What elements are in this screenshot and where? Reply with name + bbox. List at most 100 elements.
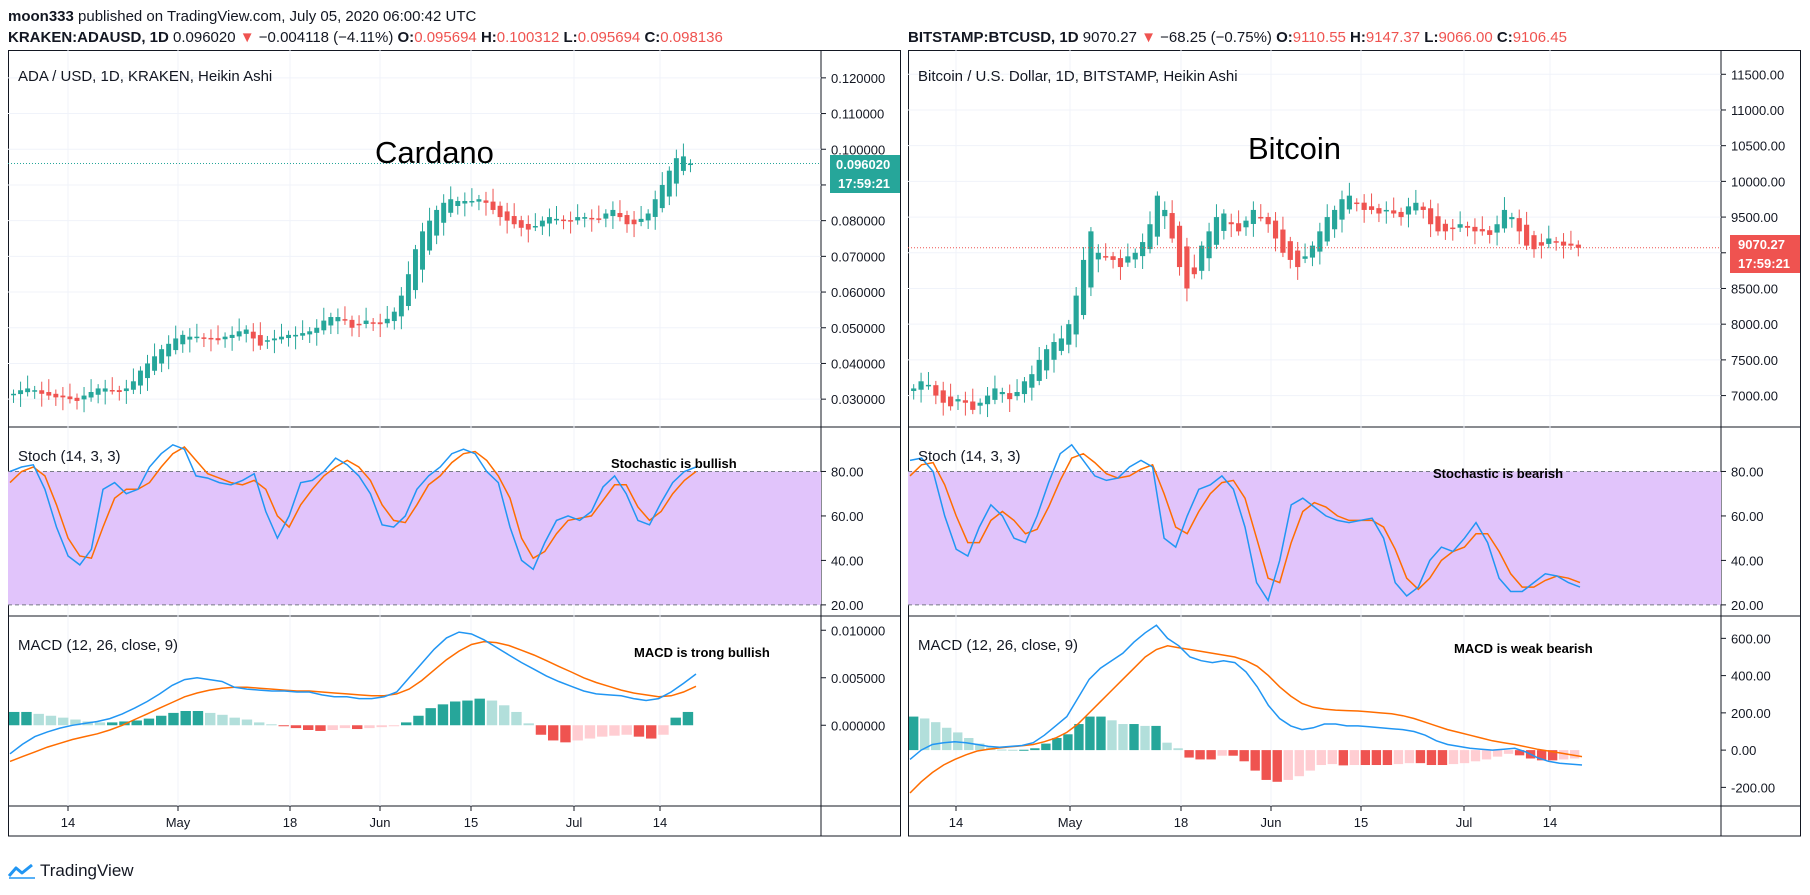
y-tick-label: 0.030000 bbox=[831, 392, 885, 407]
macd-hist-bar bbox=[1250, 750, 1260, 771]
y-tick-label: 60.00 bbox=[1731, 509, 1764, 524]
candle-body bbox=[32, 390, 38, 392]
macd-hist-bar bbox=[266, 724, 277, 726]
macd-hist-bar bbox=[33, 713, 44, 726]
candle-body bbox=[1553, 241, 1559, 243]
macd-hist-bar bbox=[1415, 750, 1426, 764]
down-arrow-icon: ▼ bbox=[1141, 29, 1156, 46]
candle-body bbox=[180, 334, 186, 345]
candle-body bbox=[992, 388, 998, 400]
candle-body bbox=[962, 400, 968, 403]
macd-label: MACD (12, 26, close, 9) bbox=[18, 637, 178, 654]
grid bbox=[908, 50, 1801, 837]
candle-body bbox=[1176, 225, 1183, 268]
macd-hist-bar bbox=[156, 715, 167, 726]
tradingview-logo[interactable]: TradingView bbox=[8, 861, 134, 881]
chart-ada[interactable]: 0.030000 0.040000 0.050000 0.060000 0.070000… bbox=[8, 50, 901, 846]
candle-body bbox=[1021, 381, 1028, 395]
macd-hist-bar bbox=[1041, 743, 1051, 751]
y-tick-label: 8500.00 bbox=[1731, 281, 1778, 296]
candle-body bbox=[659, 184, 665, 209]
open-label: O: bbox=[397, 29, 415, 46]
candle-body bbox=[1575, 244, 1581, 248]
candle-body bbox=[483, 200, 489, 203]
candle-body bbox=[575, 217, 581, 221]
candle-body bbox=[1428, 208, 1434, 225]
candle-body bbox=[1088, 231, 1094, 288]
candle-body bbox=[1368, 206, 1375, 210]
y-tick-label: 10500.00 bbox=[1731, 139, 1785, 154]
macd-signal-line bbox=[9, 640, 697, 763]
candle-body bbox=[250, 331, 256, 339]
candle-body bbox=[1132, 252, 1138, 260]
chart-btc[interactable]: 7000.007500.008000.008500.009000.009500.… bbox=[908, 50, 1801, 846]
macd-hist-bar bbox=[1437, 750, 1448, 766]
candle-body bbox=[933, 385, 939, 396]
macd-hist-bar bbox=[621, 725, 632, 735]
candle-body bbox=[1435, 216, 1441, 232]
brand-name: TradingView bbox=[40, 861, 134, 880]
macd-hist-bar bbox=[964, 738, 974, 751]
macd-note: MACD is weak bearish bbox=[1454, 641, 1593, 656]
x-axis[interactable]: 14 May 18 Jun 15 Jul 14 bbox=[61, 806, 667, 830]
candle-body bbox=[610, 209, 616, 217]
candle-body bbox=[490, 201, 496, 210]
candle-body bbox=[1405, 206, 1412, 215]
candle-body bbox=[243, 329, 249, 334]
macd-hist-bar bbox=[1096, 716, 1106, 751]
candle-body bbox=[1014, 392, 1020, 397]
candle-body bbox=[1494, 224, 1500, 233]
candle-body bbox=[208, 337, 214, 340]
candle-body bbox=[137, 370, 143, 386]
x-tick-label: 15 bbox=[464, 815, 478, 830]
down-arrow-icon: ▼ bbox=[239, 29, 255, 46]
macd-hist-bar bbox=[327, 725, 338, 730]
macd-hist-bar bbox=[352, 725, 363, 730]
candle-body bbox=[977, 402, 983, 406]
y-tick-label: 600.00 bbox=[1731, 631, 1771, 646]
macd-hist-bar bbox=[1272, 750, 1282, 782]
candle-body bbox=[1258, 216, 1264, 219]
macd-hist-bar bbox=[1481, 750, 1492, 760]
price-series bbox=[8, 143, 821, 413]
candle-body bbox=[1531, 235, 1537, 250]
candle-body bbox=[1420, 206, 1426, 210]
candle-body bbox=[116, 390, 122, 393]
candle-body bbox=[1007, 393, 1013, 400]
y-tick-label: 0.005000 bbox=[831, 671, 885, 686]
candle-body bbox=[568, 220, 574, 222]
macd-hist-bar bbox=[303, 725, 314, 730]
y-tick-label: 9500.00 bbox=[1731, 210, 1778, 225]
candle-body bbox=[1413, 202, 1419, 211]
x-axis[interactable]: 14 May 18 Jun 15 Jul 14 bbox=[949, 806, 1557, 830]
macd-hist-bar bbox=[1217, 750, 1227, 756]
candle-body bbox=[1117, 258, 1124, 268]
candle-body bbox=[11, 393, 16, 396]
macd-line bbox=[9, 631, 697, 755]
y-tick-label: 0.010000 bbox=[831, 623, 885, 638]
candle-body bbox=[67, 396, 73, 400]
candle-body bbox=[412, 249, 418, 291]
stoch-series bbox=[8, 443, 821, 606]
macd-hist-bar bbox=[1558, 750, 1569, 760]
candle-body bbox=[596, 218, 602, 220]
candle-body bbox=[328, 317, 334, 326]
macd-hist-bar bbox=[523, 723, 534, 726]
macd-hist-bar bbox=[1404, 750, 1415, 764]
y-tick-label: 80.00 bbox=[1731, 464, 1764, 479]
candle-body bbox=[405, 274, 411, 306]
y-axis: 7000.007500.008000.008500.009000.009500.… bbox=[1721, 67, 1785, 795]
x-tick-label: May bbox=[1058, 815, 1083, 830]
open-label: O: bbox=[1276, 29, 1293, 46]
author-name[interactable]: moon333 bbox=[8, 8, 74, 25]
countdown: 17:59:21 bbox=[838, 176, 890, 191]
candle-body bbox=[1029, 374, 1035, 388]
candle-body bbox=[1332, 209, 1338, 230]
annotation-label: Bitcoin bbox=[1248, 131, 1341, 166]
low-value: 0.095694 bbox=[577, 29, 641, 46]
candle-body bbox=[1280, 229, 1286, 253]
price-badges: 9070.27 17:59:21 bbox=[1730, 235, 1800, 273]
candle-body bbox=[166, 343, 172, 357]
candle-body bbox=[1162, 209, 1168, 217]
macd-hist-bar bbox=[1173, 748, 1183, 751]
